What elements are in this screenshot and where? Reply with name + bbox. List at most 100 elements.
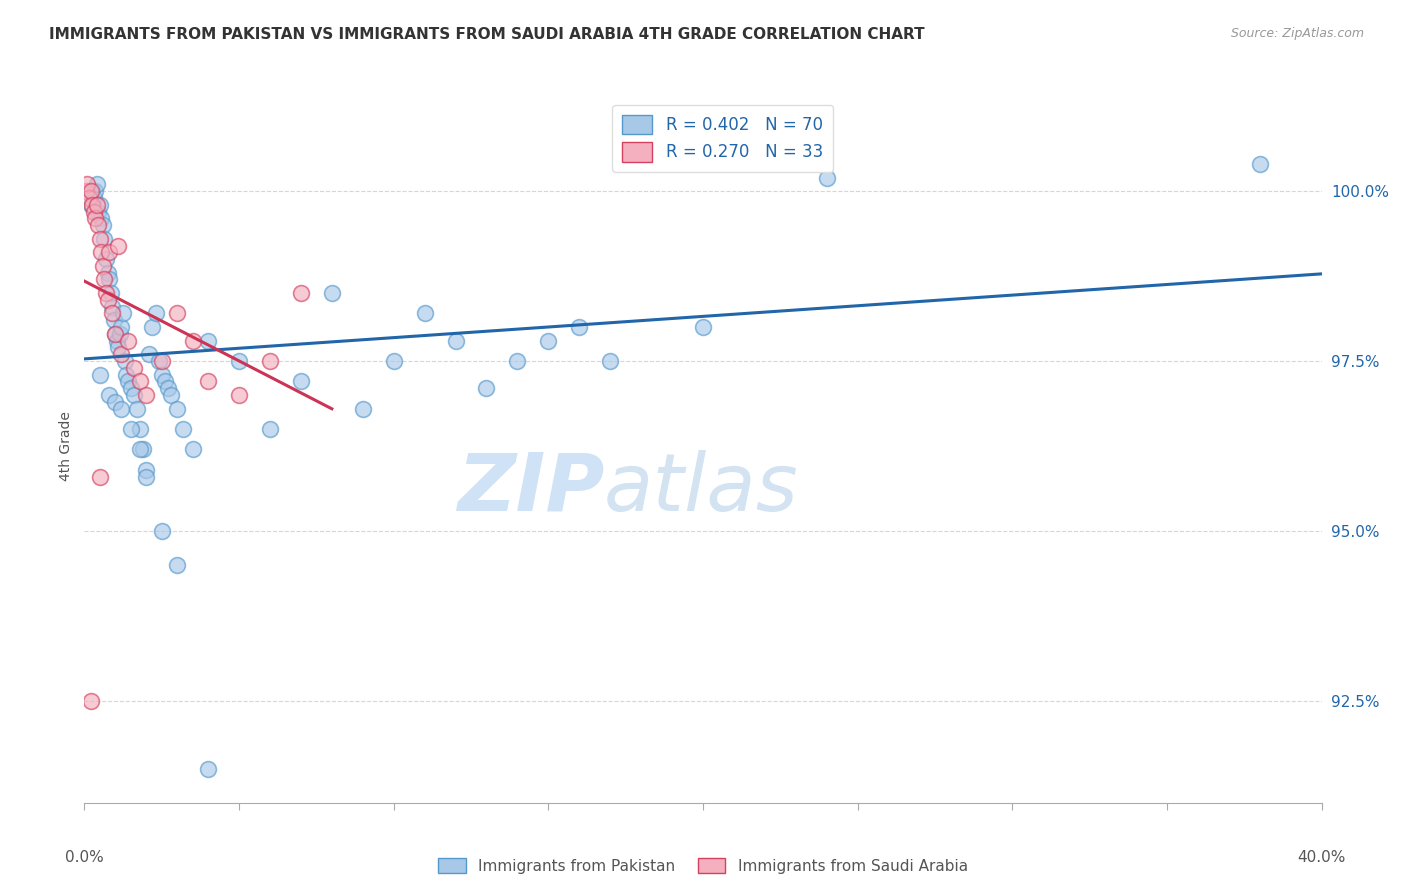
Point xyxy=(321,286,343,301)
Text: IMMIGRANTS FROM PAKISTAN VS IMMIGRANTS FROM SAUDI ARABIA 4TH GRADE CORRELATION C: IMMIGRANTS FROM PAKISTAN VS IMMIGRANTS F… xyxy=(49,27,925,42)
Point xyxy=(815,170,838,185)
Point xyxy=(120,381,142,395)
Y-axis label: 4th Grade: 4th Grade xyxy=(59,411,73,481)
Point xyxy=(103,313,125,327)
Point xyxy=(138,347,160,361)
Point xyxy=(197,375,219,389)
Point xyxy=(115,368,138,382)
Point xyxy=(101,300,124,314)
Point xyxy=(148,354,170,368)
Text: 0.0%: 0.0% xyxy=(65,850,104,865)
Point xyxy=(506,354,529,368)
Point xyxy=(117,375,139,389)
Point xyxy=(89,469,111,483)
Point xyxy=(96,293,118,307)
Legend: R = 0.402   N = 70, R = 0.270   N = 33: R = 0.402 N = 70, R = 0.270 N = 33 xyxy=(613,104,832,171)
Point xyxy=(82,184,104,198)
Point xyxy=(79,184,101,198)
Point xyxy=(228,388,250,402)
Point xyxy=(82,198,104,212)
Point xyxy=(382,354,405,368)
Point xyxy=(87,204,110,219)
Point xyxy=(259,422,281,436)
Point xyxy=(104,326,127,341)
Text: Source: ZipAtlas.com: Source: ZipAtlas.com xyxy=(1230,27,1364,40)
Point xyxy=(181,334,204,348)
Point xyxy=(90,245,112,260)
Legend: Immigrants from Pakistan, Immigrants from Saudi Arabia: Immigrants from Pakistan, Immigrants fro… xyxy=(432,852,974,880)
Point xyxy=(166,558,188,572)
Point xyxy=(93,272,115,286)
Point xyxy=(444,334,467,348)
Point xyxy=(96,266,118,280)
Text: atlas: atlas xyxy=(605,450,799,528)
Point xyxy=(352,401,374,416)
Point xyxy=(228,354,250,368)
Point xyxy=(475,381,498,395)
Point xyxy=(84,211,107,226)
Point xyxy=(153,375,176,389)
Point xyxy=(112,306,135,320)
Point xyxy=(160,388,183,402)
Point xyxy=(86,178,108,192)
Point xyxy=(107,238,129,252)
Point xyxy=(125,401,148,416)
Point xyxy=(90,211,112,226)
Point xyxy=(197,334,219,348)
Point xyxy=(150,354,173,368)
Point xyxy=(197,762,219,776)
Point xyxy=(259,354,281,368)
Point xyxy=(105,334,128,348)
Point xyxy=(150,524,173,538)
Point xyxy=(75,184,97,198)
Point xyxy=(172,422,194,436)
Point xyxy=(114,354,136,368)
Point xyxy=(110,401,132,416)
Point xyxy=(135,388,157,402)
Point xyxy=(91,218,114,232)
Point xyxy=(100,286,122,301)
Point xyxy=(110,320,132,334)
Point xyxy=(89,368,111,382)
Point xyxy=(129,375,152,389)
Point xyxy=(104,394,127,409)
Point xyxy=(141,320,163,334)
Point xyxy=(129,442,152,457)
Point xyxy=(181,442,204,457)
Point xyxy=(166,306,188,320)
Point xyxy=(91,259,114,273)
Point xyxy=(120,422,142,436)
Text: ZIP: ZIP xyxy=(457,450,605,528)
Point xyxy=(145,306,167,320)
Point xyxy=(98,388,121,402)
Point xyxy=(86,198,108,212)
Point xyxy=(166,401,188,416)
Point xyxy=(89,232,111,246)
Point xyxy=(129,422,152,436)
Point xyxy=(104,326,127,341)
Text: 40.0%: 40.0% xyxy=(1298,850,1346,865)
Point xyxy=(101,306,124,320)
Point xyxy=(692,320,714,334)
Point xyxy=(84,184,107,198)
Point xyxy=(122,388,145,402)
Point xyxy=(156,381,179,395)
Point xyxy=(537,334,560,348)
Point xyxy=(89,198,111,212)
Point xyxy=(107,341,129,355)
Point xyxy=(135,463,157,477)
Point xyxy=(94,286,117,301)
Point xyxy=(79,694,101,708)
Point xyxy=(122,360,145,375)
Point xyxy=(87,218,110,232)
Point xyxy=(76,178,98,192)
Point xyxy=(98,245,121,260)
Point xyxy=(94,252,117,266)
Point xyxy=(93,232,115,246)
Point xyxy=(108,326,131,341)
Point xyxy=(150,368,173,382)
Point xyxy=(83,204,105,219)
Point xyxy=(132,442,155,457)
Point xyxy=(413,306,436,320)
Point xyxy=(110,347,132,361)
